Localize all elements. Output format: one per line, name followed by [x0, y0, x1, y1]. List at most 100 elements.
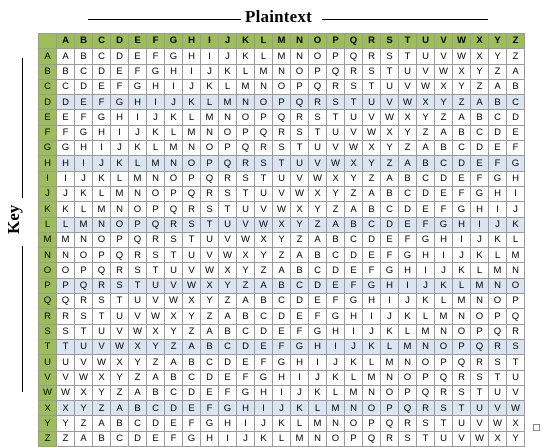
table-cell: X — [110, 354, 129, 371]
table-cell: R — [344, 63, 363, 80]
table-cell: O — [236, 109, 255, 126]
table-cell: Q — [56, 293, 75, 310]
table-cell: D — [236, 338, 255, 356]
column-header-w: W — [452, 32, 471, 50]
table-cell: Q — [326, 63, 345, 80]
table-cell: B — [362, 201, 381, 218]
table-cell: H — [92, 124, 111, 142]
row-header-e: E — [38, 109, 57, 126]
table-cell: G — [254, 369, 273, 386]
table-cell: R — [146, 231, 165, 249]
table-cell: S — [380, 48, 399, 65]
table-cell: W — [200, 262, 219, 279]
table-cell: O — [110, 216, 129, 233]
table-cell: M — [146, 155, 165, 172]
table-cell: U — [506, 369, 525, 386]
table-cell: O — [92, 231, 111, 249]
table-cell: A — [506, 63, 525, 80]
table-cell: D — [182, 384, 201, 402]
table-cell: G — [362, 277, 381, 295]
table-cell: Q — [380, 415, 399, 432]
table-cell: D — [452, 155, 471, 172]
table-cell: Z — [74, 415, 93, 432]
table-cell: U — [218, 216, 237, 233]
table-cell: E — [236, 354, 255, 371]
table-cell: Z — [326, 201, 345, 218]
table-cell: L — [200, 94, 219, 111]
table-cell: F — [110, 78, 129, 96]
table-cell: U — [254, 185, 273, 203]
table-cell: A — [164, 354, 183, 371]
table-cell: A — [110, 400, 129, 417]
table-cell: H — [272, 369, 291, 386]
table-cell: X — [236, 247, 255, 264]
table-cell: X — [506, 415, 525, 432]
table-cell: K — [128, 140, 147, 157]
table-cell: O — [290, 63, 309, 80]
table-cell: V — [434, 48, 453, 65]
table-cell: P — [218, 140, 237, 157]
table-cell: I — [326, 338, 345, 356]
table-cell: F — [218, 384, 237, 402]
table-cell: X — [488, 430, 507, 447]
table-cell: Z — [470, 78, 489, 96]
column-header-v: V — [434, 32, 453, 50]
table-cell: D — [470, 140, 489, 157]
table-cell: R — [398, 415, 417, 432]
table-cell: K — [236, 48, 255, 65]
table-cell: H — [74, 140, 93, 157]
table-cell: N — [200, 124, 219, 142]
table-cell: T — [326, 109, 345, 126]
table-cell: S — [488, 354, 507, 371]
table-cell: K — [74, 185, 93, 203]
table-cell: H — [344, 308, 363, 325]
table-cell: H — [128, 94, 147, 111]
table-cell: C — [434, 155, 453, 172]
table-cell: I — [290, 369, 309, 386]
table-cell: L — [272, 430, 291, 447]
heading-rule-right — [322, 19, 488, 20]
column-header-b: B — [74, 32, 93, 50]
table-cell: P — [380, 400, 399, 417]
table-cell: S — [326, 94, 345, 111]
table-cell: N — [398, 354, 417, 371]
table-cell: O — [380, 384, 399, 402]
table-cell: Y — [110, 369, 129, 386]
table-cell: O — [146, 185, 165, 203]
table-cell: P — [398, 384, 417, 402]
key-title: Key — [4, 204, 23, 234]
table-cell: F — [182, 415, 201, 432]
table-cell: R — [164, 216, 183, 233]
table-cell: L — [146, 140, 165, 157]
table-cell: P — [290, 78, 309, 96]
table-cell: B — [164, 369, 183, 386]
table-cell: B — [488, 94, 507, 111]
table-cell: V — [470, 415, 489, 432]
table-cell: V — [488, 400, 507, 417]
table-cell: K — [380, 323, 399, 340]
key-rule-bottom — [22, 246, 23, 392]
table-cell: P — [272, 94, 291, 111]
table-cell: O — [74, 247, 93, 264]
table-cell: C — [218, 338, 237, 356]
table-cell: B — [506, 78, 525, 96]
table-cell: R — [308, 94, 327, 111]
table-cell: K — [254, 430, 273, 447]
table-cell: C — [236, 323, 255, 340]
table-cell: I — [434, 247, 453, 264]
table-cell: P — [128, 216, 147, 233]
table-cell: K — [272, 415, 291, 432]
table-cell: Q — [308, 78, 327, 96]
table-cell: Y — [56, 415, 75, 432]
table-cell: M — [92, 201, 111, 218]
table-cell: M — [452, 293, 471, 310]
table-cell: P — [344, 430, 363, 447]
table-cell: O — [182, 155, 201, 172]
table-cell: S — [434, 400, 453, 417]
table-cell: I — [236, 415, 255, 432]
table-cell: P — [56, 277, 75, 295]
table-cell: I — [470, 216, 489, 233]
